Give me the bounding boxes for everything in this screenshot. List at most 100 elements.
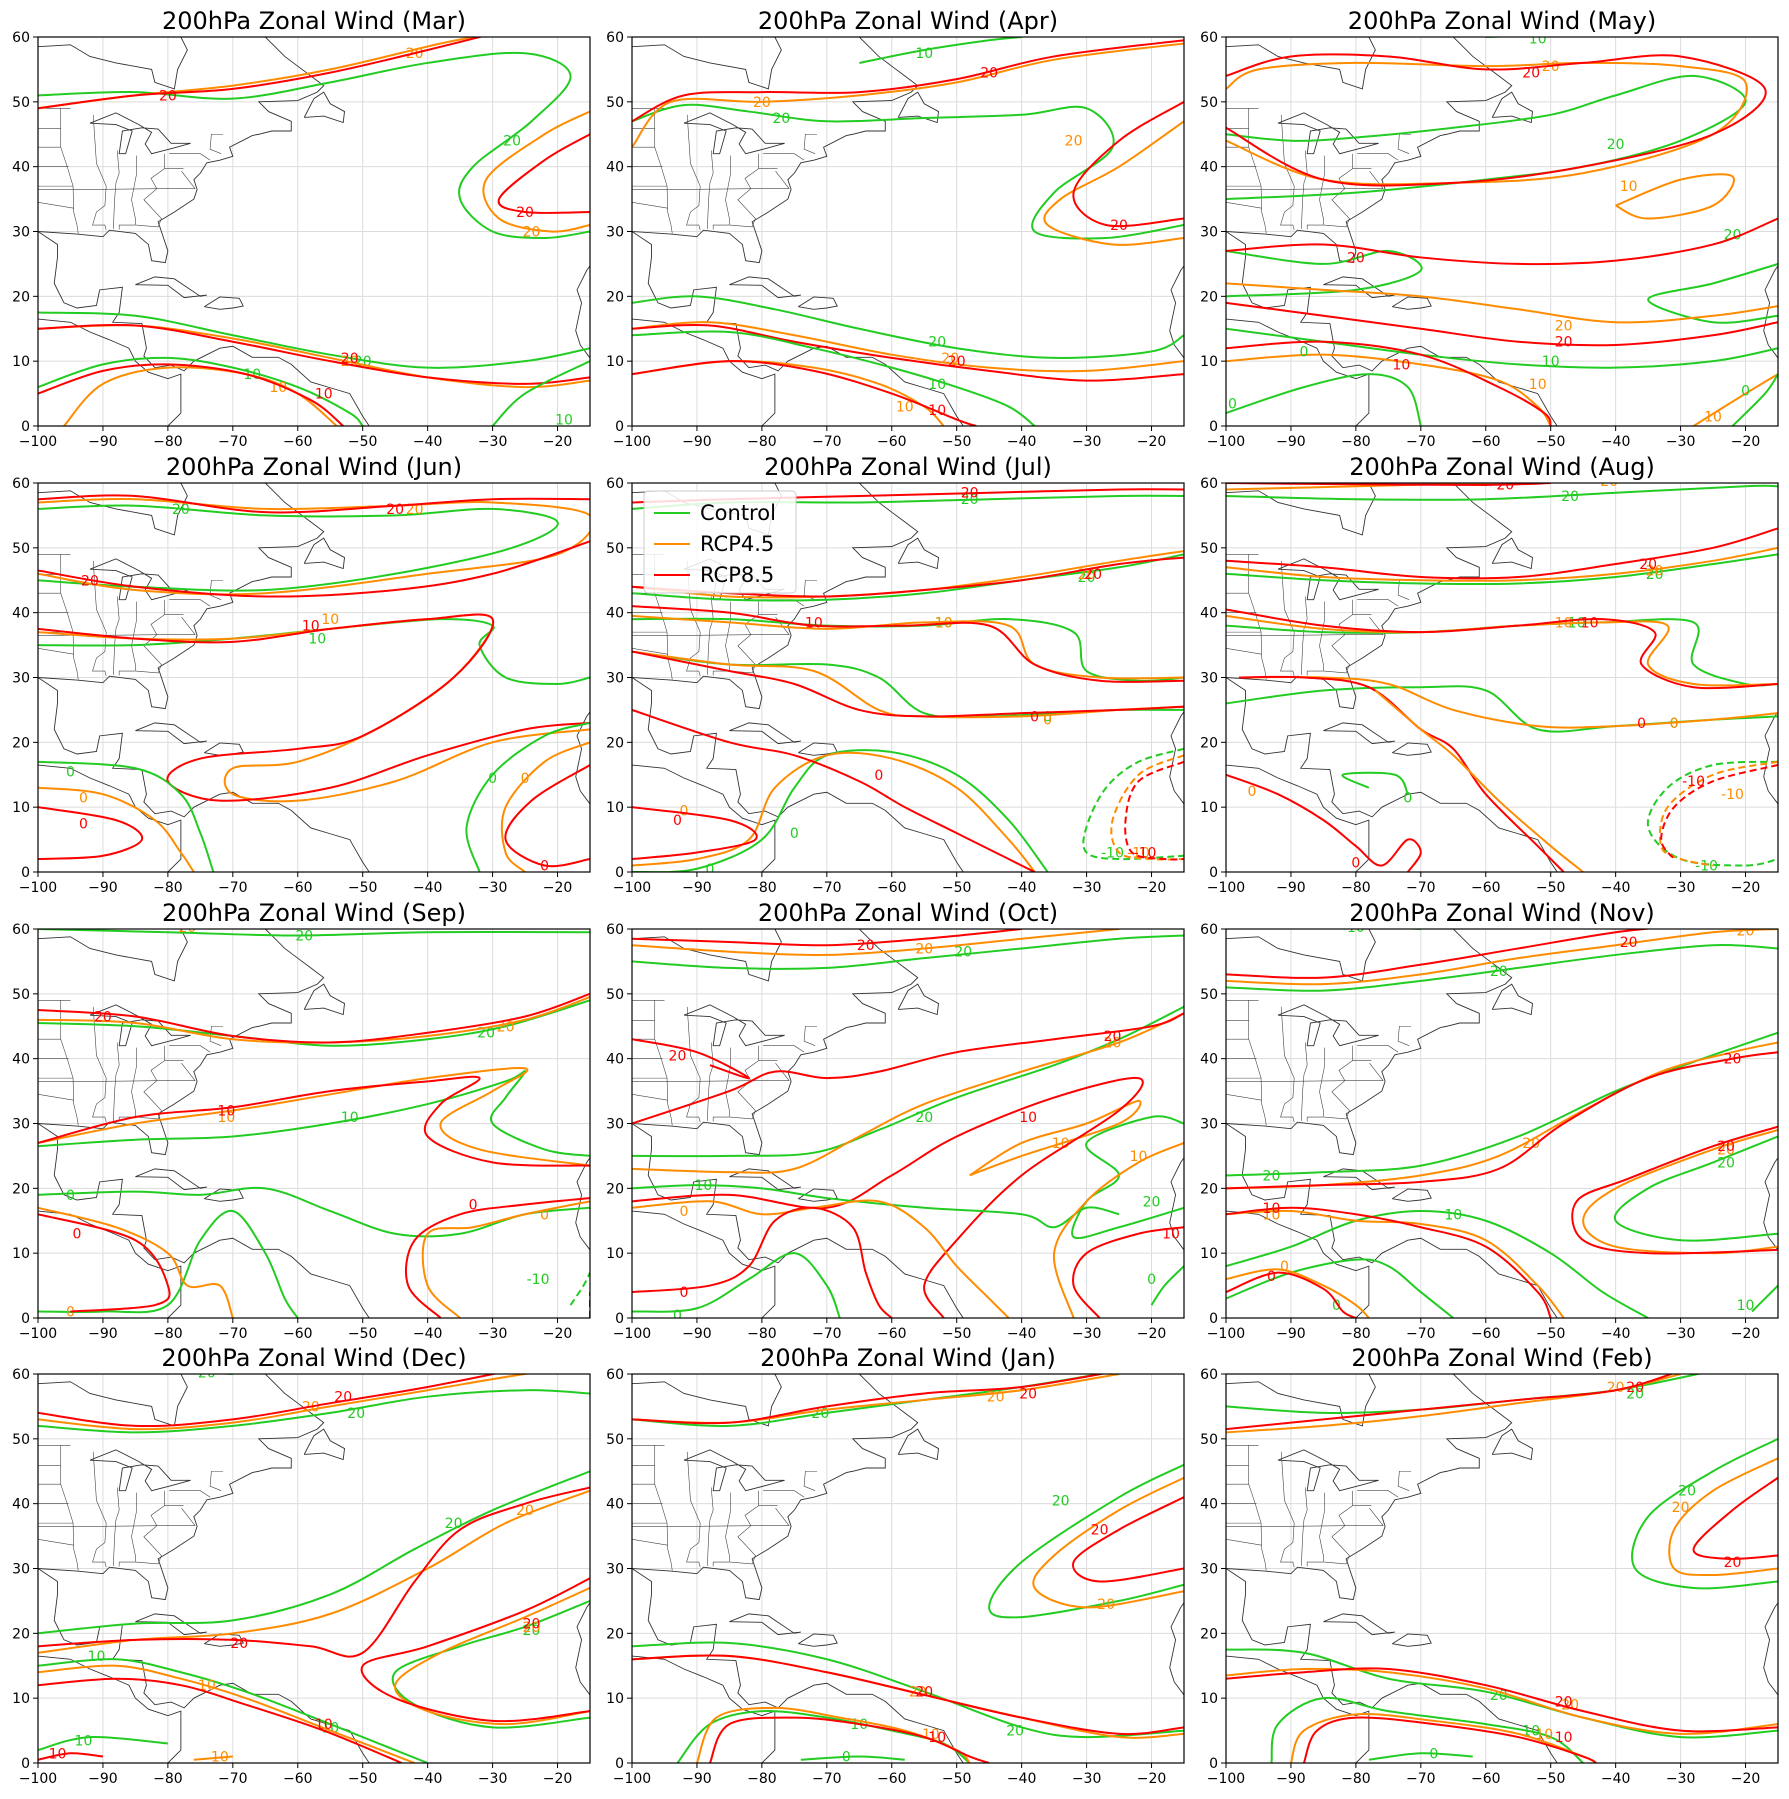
state-boundary (654, 1445, 673, 1571)
state-boundary (92, 114, 107, 231)
x-tick-label: −30 (1072, 880, 1102, 896)
y-tick-label: 40 (606, 160, 624, 176)
contour-label: 0 (1670, 716, 1679, 732)
contour-label: 0 (1429, 1746, 1438, 1762)
x-tick-label: −60 (283, 1771, 313, 1787)
contour-label: 20 (94, 1010, 112, 1026)
coastline (89, 1449, 191, 1492)
state-boundary (707, 150, 714, 229)
coastline (38, 37, 325, 264)
y-tick-label: 60 (12, 1367, 30, 1383)
contour-control-20 (38, 1470, 590, 1635)
contour-label: 10 (217, 1104, 235, 1120)
contour-label: 10 (1347, 920, 1365, 936)
y-tick-label: 40 (1200, 606, 1218, 622)
state-boundary (60, 108, 79, 234)
y-tick-label: 60 (1200, 476, 1218, 492)
x-tick-label: −100 (19, 880, 57, 896)
contour-rcp45-10 (969, 1099, 1142, 1177)
contour-label: 20 (1646, 564, 1664, 580)
x-tick-label: −20 (1731, 1326, 1761, 1342)
y-tick-label: 10 (12, 800, 30, 816)
contour-label: 10 (1581, 615, 1599, 631)
y-tick-label: 40 (606, 606, 624, 622)
state-boundary (1226, 1539, 1262, 1546)
contour-label: 10 (1542, 354, 1560, 370)
y-tick-label: 50 (12, 987, 30, 1003)
coastline (1226, 1374, 1376, 1427)
coastline (897, 537, 940, 570)
x-tick-label: −90 (682, 1771, 712, 1787)
x-tick-label: −60 (1471, 880, 1501, 896)
state-boundary (1248, 554, 1267, 680)
y-tick-label: 50 (12, 541, 30, 557)
contour-label: 20 (1110, 218, 1128, 234)
contour-control-10 (859, 37, 1022, 64)
coastline (632, 1374, 782, 1427)
contour-rcp45-10 (1615, 173, 1735, 220)
contour-label: 10 (49, 1746, 67, 1762)
contour-label: 10 (1555, 615, 1573, 631)
contour-control-10 (1270, 1696, 1584, 1763)
contour-rcp45-10 (1693, 373, 1778, 426)
contour-label: 0 (66, 1188, 75, 1204)
y-tick-label: 40 (1200, 160, 1218, 176)
contour-control--10 (1646, 760, 1778, 867)
contour-rcp45-20 (394, 1587, 590, 1726)
contour-control-0 (1226, 685, 1778, 733)
contour-label: 20 (1724, 1555, 1742, 1571)
panel-title: 200hPa Zonal Wind (Mar) (162, 7, 466, 35)
coastline (38, 929, 325, 1156)
panel-title: 200hPa Zonal Wind (Feb) (1351, 1344, 1652, 1372)
state-boundary (209, 579, 224, 600)
contour-rcp45-10 (632, 359, 945, 426)
contour-rcp45-20 (1226, 1667, 1778, 1735)
coastline (683, 1004, 785, 1047)
panel-title: 200hPa Zonal Wind (Jan) (760, 1344, 1056, 1372)
contour-control-20 (1226, 484, 1778, 501)
contour-label: 0 (1351, 855, 1360, 871)
y-tick-label: 60 (606, 922, 624, 938)
contour-label: 0 (1043, 709, 1052, 725)
contour-label: 10 (695, 1178, 713, 1194)
coastline (303, 1428, 346, 1461)
state-boundary (1357, 1045, 1399, 1053)
y-tick-label: 50 (12, 1432, 30, 1448)
contour-label: 20 (1065, 134, 1083, 150)
coastline (1763, 265, 1778, 359)
state-boundary (92, 1006, 107, 1123)
x-tick-label: −40 (413, 434, 443, 450)
contour-label: 20 (1522, 66, 1540, 82)
y-tick-label: 10 (606, 800, 624, 816)
y-tick-label: 10 (12, 1246, 30, 1262)
contour-control-10 (38, 618, 590, 685)
contour-label: 20 (341, 351, 359, 367)
state-boundary (1357, 599, 1399, 607)
basemap (38, 37, 590, 426)
contour-label: 20 (753, 95, 771, 111)
coastline (1226, 1210, 1370, 1318)
y-tick-label: 0 (1209, 865, 1218, 881)
coastline (575, 265, 590, 359)
contour-rcp85-10 (1072, 1226, 1184, 1318)
y-tick-label: 40 (12, 160, 30, 176)
contour-control-20 (632, 934, 1184, 970)
coastline (575, 711, 590, 805)
contour-rcp85-20 (38, 37, 484, 110)
coastline (38, 1568, 370, 1763)
coastline (1763, 1602, 1778, 1696)
y-tick-label: 30 (606, 1117, 624, 1133)
coastline (1226, 1374, 1513, 1601)
x-tick-label: −50 (942, 1326, 972, 1342)
contour-rcp85-0 (38, 1213, 171, 1313)
x-tick-label: −20 (543, 1771, 573, 1787)
contour-label: 20 (1104, 1029, 1122, 1045)
contour-control-0 (800, 1755, 905, 1761)
state-boundary (38, 648, 74, 655)
x-tick-label: −90 (88, 1326, 118, 1342)
contour-rcp45-20 (38, 37, 480, 110)
contour-control-20 (1631, 1437, 1778, 1590)
